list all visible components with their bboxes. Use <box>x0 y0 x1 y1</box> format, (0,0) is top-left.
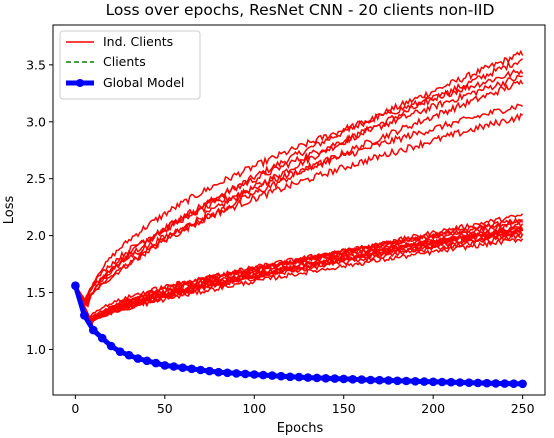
global-model-point-4 <box>106 341 116 351</box>
x-tick-label-3: 150 <box>332 401 356 416</box>
y-tick-label-4: 3.0 <box>26 114 46 129</box>
y-tick-label-1: 1.5 <box>26 285 46 300</box>
global-model-series <box>71 281 527 389</box>
global-model-point-30 <box>339 374 349 384</box>
client-line-3 <box>74 74 523 309</box>
y-axis-label: Loss <box>2 196 17 225</box>
client-line-4 <box>74 79 524 305</box>
global-model-point-11 <box>169 362 179 371</box>
global-model-point-16 <box>214 367 223 377</box>
global-model-point-24 <box>285 372 295 382</box>
global-model-point-13 <box>187 364 196 374</box>
global-model-point-6 <box>124 350 134 360</box>
y-tick-label-0: 1.0 <box>26 342 46 357</box>
client-line-17 <box>74 230 524 324</box>
global-model-point-9 <box>151 358 161 368</box>
x-tick-label-4: 200 <box>421 401 445 416</box>
global-model-point-39 <box>419 377 429 386</box>
client-line-19 <box>74 238 524 323</box>
x-tick-label-2: 100 <box>242 401 266 416</box>
global-model-point-10 <box>160 361 170 370</box>
client-lines <box>74 49 524 328</box>
global-model-point-45 <box>473 378 483 388</box>
global-model-point-22 <box>267 371 277 380</box>
client-line-15 <box>74 228 523 323</box>
global-model-point-2 <box>89 325 98 335</box>
plot-frame <box>52 24 546 396</box>
x-tick-label-1: 50 <box>157 401 173 416</box>
global-model-point-7 <box>133 354 143 363</box>
client-line-2 <box>74 68 524 306</box>
global-model-point-19 <box>241 369 250 379</box>
global-model-point-12 <box>178 363 187 373</box>
global-model-point-47 <box>491 379 501 388</box>
global-model-point-38 <box>411 377 420 386</box>
y-tick-label-2: 2.0 <box>26 228 46 243</box>
global-model-point-36 <box>393 376 402 386</box>
client-line-6 <box>74 112 524 304</box>
global-model-point-15 <box>205 366 214 376</box>
global-model-point-46 <box>482 378 492 388</box>
global-model-point-5 <box>115 347 125 357</box>
global-model-point-41 <box>437 377 447 387</box>
x-tick-label-5: 250 <box>511 401 535 416</box>
client-line-16 <box>74 229 523 327</box>
x-axis-label: Epochs <box>277 421 324 436</box>
y-tick-label-3: 2.5 <box>26 171 46 186</box>
global-model-point-43 <box>455 378 465 387</box>
global-model-point-50 <box>518 379 527 389</box>
client-line-5 <box>74 103 523 309</box>
global-model-point-33 <box>366 375 375 385</box>
x-axis: 0 50 100 150 200 250 <box>71 395 535 416</box>
global-model-point-0 <box>71 281 80 291</box>
global-model-point-17 <box>223 368 232 378</box>
global-model-point-35 <box>384 376 393 385</box>
global-model-point-44 <box>464 378 474 388</box>
global-model-point-37 <box>402 376 411 386</box>
global-model-point-18 <box>232 369 241 378</box>
global-model-point-48 <box>500 379 510 388</box>
global-model-point-31 <box>348 375 358 384</box>
global-model-point-20 <box>250 370 259 379</box>
global-model-point-1 <box>80 311 89 320</box>
global-model-point-25 <box>294 372 304 382</box>
legend: Ind. Clients Clients Global Model <box>59 30 201 100</box>
global-model-point-14 <box>196 365 205 375</box>
legend-label-clients: Clients <box>103 54 146 69</box>
global-model-point-21 <box>258 370 268 380</box>
client-line-10 <box>74 221 524 328</box>
x-tick-label-0: 0 <box>71 401 79 416</box>
y-tick-label-5: 3.5 <box>26 57 46 72</box>
global-model-point-3 <box>97 333 107 343</box>
legend-box <box>59 30 201 100</box>
global-model-point-34 <box>375 375 384 385</box>
legend-marker-global-model <box>76 79 84 87</box>
global-model-point-29 <box>330 374 340 383</box>
global-model-point-42 <box>446 377 456 387</box>
legend-label-ind-clients: Ind. Clients <box>103 34 173 49</box>
legend-label-global-model: Global Model <box>103 75 184 90</box>
global-model-point-26 <box>303 373 313 382</box>
y-axis: 1.0 1.5 2.0 2.5 3.0 3.5 <box>26 57 53 357</box>
global-model-point-27 <box>312 373 322 383</box>
global-model-point-49 <box>509 379 518 389</box>
global-model-point-28 <box>321 374 331 383</box>
global-model-point-23 <box>276 371 286 381</box>
global-model-point-32 <box>357 375 366 384</box>
global-model-point-40 <box>428 377 438 387</box>
global-model-point-8 <box>142 356 152 366</box>
chart-title: Loss over epochs, ResNet CNN - 20 client… <box>106 1 495 19</box>
client-line-0 <box>74 49 524 307</box>
